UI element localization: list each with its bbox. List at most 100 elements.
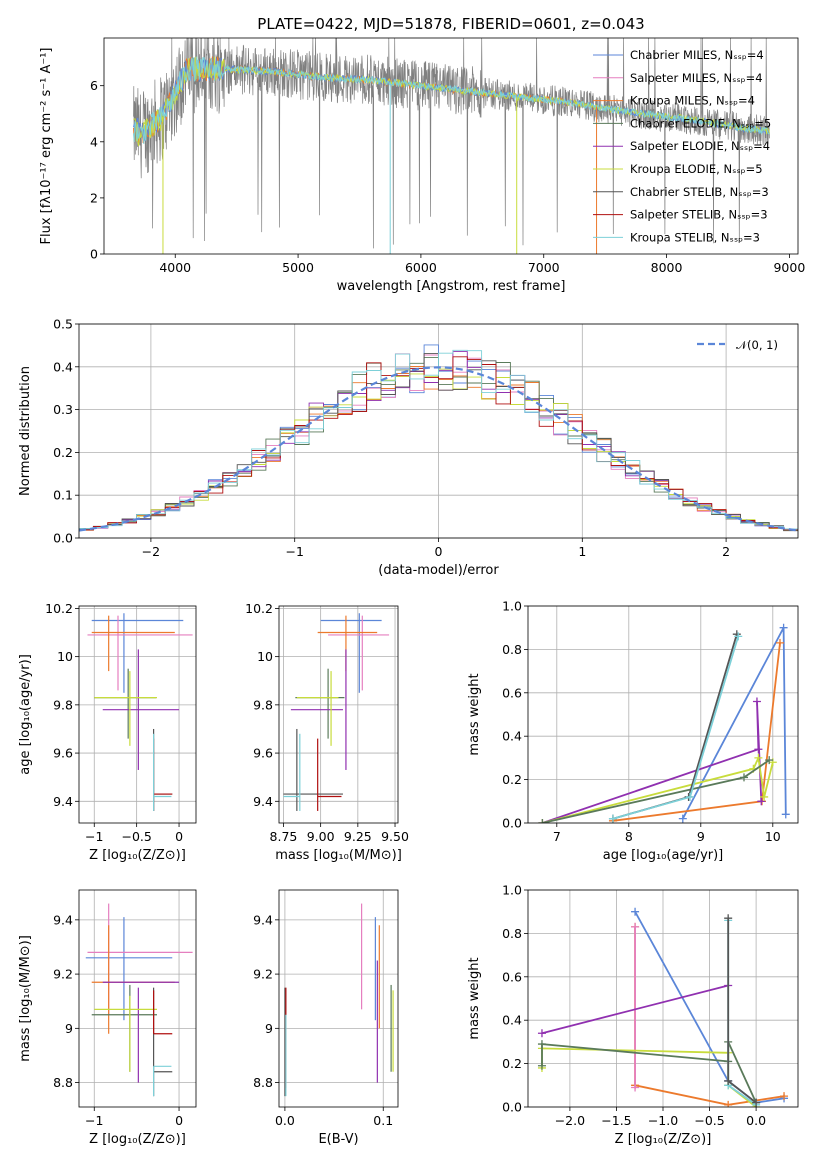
chart-title: PLATE=0422, MJD=51878, FIBERID=0601, z=0… (257, 15, 644, 33)
axes-frame (278, 605, 399, 824)
y-tick-label: 0.3 (53, 402, 73, 417)
y-tick-label: 0.4 (53, 359, 73, 374)
y-tick-label: 0.5 (53, 317, 73, 332)
mass-vs-metallicity-panel: −1 0 8.8 9 9.2 9.4 Z [log₁₀(Z/Z⊙)] mass [log₁₀(… (18, 889, 197, 1147)
y-axis-label: Flux [fλ10⁻¹⁷ erg cm⁻² s⁻¹ A⁻¹] (39, 48, 54, 245)
axes-frame (527, 605, 799, 824)
legend-label: Chabrier ELODIE, Nₛₛₚ=5 (630, 116, 771, 130)
x-tick-label: 4000 (159, 260, 191, 275)
weight-marker-chabrier_elodie (765, 756, 774, 765)
y-tick-label: 0.8 (502, 926, 522, 941)
plot-area (283, 613, 390, 811)
y-axis-label: age [log₁₀(age/yr)] (18, 654, 33, 775)
axes-frame (78, 889, 197, 1108)
y-tick-label: 9.8 (53, 697, 73, 712)
weight-marker-salpeter_elodie (537, 1029, 546, 1038)
residuals-panel: −2 −1 0 1 2 0.0 0.1 0.2 0.3 0.4 0.5 (data-model)/er… (18, 317, 799, 578)
x-tick-label: −1.5 (601, 1113, 631, 1128)
y-tick-label: 10.2 (45, 601, 73, 616)
weight-marker-chabrier_elodie (740, 773, 748, 782)
x-tick-label: 0.0 (746, 1113, 766, 1128)
weight-marker-kroupa_elodie (754, 753, 763, 762)
weight-line-chabrier_stelib (727, 918, 757, 1104)
y-tick-label: 1.0 (502, 883, 522, 898)
y-tick-label: 9.4 (253, 794, 273, 809)
weight-marker-chabrier_miles (781, 810, 790, 819)
x-tick-label: 0 (175, 829, 183, 844)
y-tick-label: 0.0 (53, 531, 73, 546)
x-tick-label: −1 (85, 829, 103, 844)
y-axis-label: Normed distribution (18, 366, 33, 496)
y-tick-label: 0.0 (502, 1100, 522, 1115)
x-axis-label: wavelength [Angstrom, rest frame] (337, 279, 566, 294)
x-tick-label: 9 (697, 829, 705, 844)
y-axis-label: mass [log₁₀(M/M⊙)] (18, 935, 33, 1062)
plot-area (538, 623, 790, 823)
x-tick-label: 0 (435, 544, 443, 559)
y-tick-label: 0.6 (502, 685, 522, 700)
weight-marker-salpeter_miles (631, 1083, 640, 1092)
y-tick-label: 9.4 (53, 794, 73, 809)
weight-marker-salpeter_elodie (757, 797, 766, 806)
x-tick-label: −2.0 (555, 1113, 585, 1128)
y-tick-label: 9.6 (53, 746, 73, 761)
weight-marker-chabrier_miles (678, 814, 687, 823)
x-tick-label: −1 (85, 1113, 103, 1128)
axes-frame (103, 37, 799, 255)
weight-marker-chabrier_miles (779, 623, 788, 632)
mass-vs-ebv-panel: 0.0 0.1 8.8 9 9.2 9.4 E(B-V) (253, 889, 399, 1147)
x-tick-label: 10 (765, 829, 781, 844)
data-spectrum (133, 38, 770, 249)
x-tick-label: 8000 (651, 260, 683, 275)
weight-vs-metallicity-panel: −2.0 −1.5 −1.0 −0.5 0.0 0.0 0.2 0.4 0.6 0.8 1.0 Z [… (467, 883, 799, 1147)
weight-marker-kroupa_stelib (608, 814, 617, 823)
x-tick-label: 8.75 (270, 829, 298, 844)
y-tick-label: 9 (65, 1021, 73, 1036)
plot-area (284, 903, 394, 1097)
y-tick-label: 9.2 (253, 967, 273, 982)
x-tick-label: 9.25 (344, 829, 372, 844)
plot-area (133, 38, 770, 254)
x-axis-label: Z [log₁₀(Z/Z⊙)] (89, 848, 186, 863)
y-tick-label: 0.0 (502, 816, 522, 831)
x-tick-label: 0 (175, 1113, 183, 1128)
legend-label: Kroupa ELODIE, Nₛₛₚ=5 (630, 162, 763, 176)
weight-line-chabrier_stelib (612, 633, 738, 820)
weight-marker-kroupa_stelib (734, 632, 743, 641)
y-tick-label: 8.8 (253, 1075, 273, 1090)
y-tick-label: 9.2 (53, 967, 73, 982)
weight-line-salpeter_elodie (542, 701, 763, 823)
y-tick-label: 10 (257, 649, 273, 664)
x-tick-label: 9000 (773, 260, 805, 275)
normal-distribution-curve (79, 366, 798, 532)
x-tick-label: −0.5 (694, 1113, 724, 1128)
y-tick-label: 9.4 (253, 912, 273, 927)
weight-vs-age-panel: 7 8 9 10 0.0 0.2 0.4 0.6 0.8 1.0 age [log₁₀(age/yr… (467, 599, 799, 863)
weight-line-kroupa_elodie (541, 1047, 757, 1107)
x-axis-label: Z [log₁₀(Z/Z⊙)] (615, 1132, 712, 1147)
weight-marker-chabrier_stelib (752, 1098, 761, 1107)
age-vs-mass-panel: 8.75 9.00 9.25 9.50 9.4 9.6 9.8 10 10.2 mass [log… (245, 601, 409, 863)
weight-marker-kroupa_stelib (686, 792, 694, 801)
y-tick-label: 2 (90, 190, 98, 205)
y-tick-label: 10.2 (245, 601, 273, 616)
age-vs-metallicity-panel: −1 −0.5 0 9.4 9.6 9.8 10 10.2 Z [log₁₀(Z/Z⊙)] age… (18, 601, 197, 863)
residual-histogram-kroupa_stelib (79, 349, 798, 530)
y-tick-label: 8.8 (53, 1075, 73, 1090)
weight-marker-chabrier_elodie (537, 1040, 546, 1049)
weight-marker-salpeter_elodie (752, 697, 761, 706)
y-tick-label: 9.8 (253, 697, 273, 712)
weight-marker-kroupa_miles (780, 1092, 789, 1101)
plot-area (87, 613, 193, 811)
plot-area (537, 907, 789, 1107)
x-axis-label: E(B-V) (318, 1132, 358, 1147)
legend-label: Salpeter ELODIE, Nₛₛₚ=4 (630, 139, 770, 153)
y-tick-label: 0.2 (502, 1056, 522, 1071)
weight-line-salpeter_elodie (541, 984, 729, 1035)
spectrum-panel: 4000 5000 6000 7000 8000 9000 0 2 4 6 wavelength [… (39, 15, 805, 294)
x-tick-label: 7000 (528, 260, 560, 275)
weight-marker-chabrier_elodie (537, 1061, 546, 1070)
x-axis-label: (data-model)/error (378, 563, 499, 578)
y-tick-label: 0.6 (502, 969, 522, 984)
